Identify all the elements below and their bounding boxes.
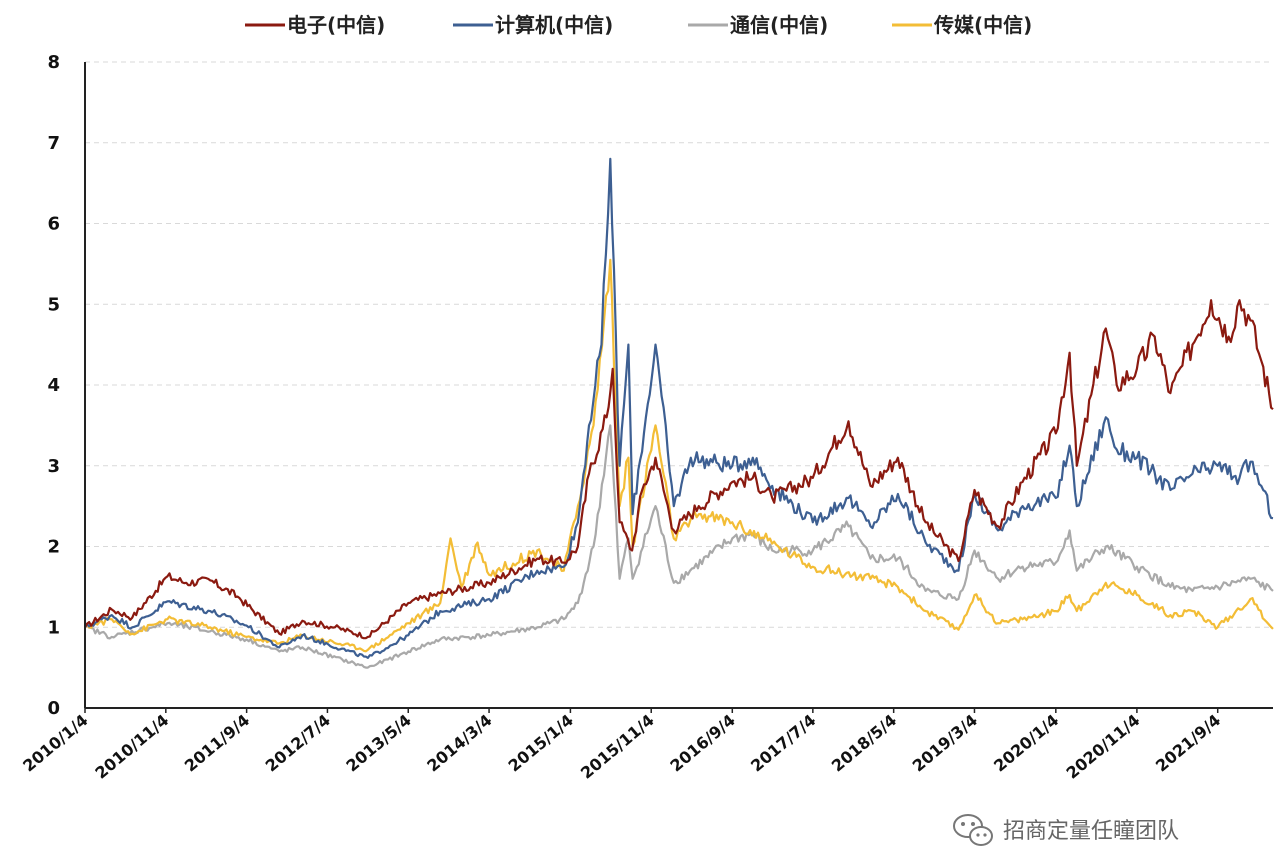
legend-label-2: 通信(中信) — [730, 13, 828, 37]
y-tick-label: 2 — [47, 537, 60, 558]
y-tick-label: 4 — [47, 375, 60, 396]
watermark-text: 招商定量任瞳团队 — [1003, 819, 1179, 844]
x-tick-label: 2015/11/4 — [577, 711, 658, 783]
y-tick-label: 7 — [47, 133, 60, 154]
x-tick-label: 2019/3/4 — [909, 711, 981, 776]
legend-label-1: 计算机(中信) — [495, 13, 613, 37]
x-tick-label: 2016/9/4 — [667, 711, 739, 776]
chart-gridlines — [85, 61, 1273, 628]
y-axis-ticks: 0 1 2 3 4 5 6 7 8 — [47, 52, 60, 719]
chart-axes — [84, 62, 1273, 709]
x-axis-ticks: 2010/1/4 2010/11/4 2011/9/4 2012/7/4 2013/5/… — [19, 708, 1224, 783]
x-tick-label: 2017/7/4 — [747, 711, 819, 776]
x-tick-label: 2020/11/4 — [1063, 711, 1144, 783]
x-tick-label: 2021/9/4 — [1152, 711, 1224, 776]
y-tick-label: 6 — [47, 214, 60, 235]
x-tick-label: 2020/1/4 — [990, 711, 1062, 776]
chart-legend: 电子(中信) 计算机(中信) 通信(中信) 传媒(中信) — [245, 13, 1032, 37]
series-line-1 — [84, 157, 1274, 659]
y-tick-label: 8 — [47, 52, 60, 73]
x-tick-label: 2018/5/4 — [828, 711, 900, 776]
series-line-2 — [84, 424, 1274, 669]
y-tick-label: 0 — [47, 698, 60, 719]
watermark: 招商定量任瞳团队 — [953, 814, 1179, 846]
x-tick-label: 2014/3/4 — [423, 711, 495, 776]
y-tick-label: 3 — [47, 456, 60, 477]
series-line-0 — [84, 299, 1274, 640]
x-tick-label: 2015/1/4 — [505, 711, 577, 776]
x-tick-label: 2011/9/4 — [181, 711, 253, 776]
x-tick-label: 2010/1/4 — [19, 711, 91, 776]
x-tick-label: 2012/7/4 — [262, 711, 334, 776]
chart-series — [84, 157, 1274, 669]
x-tick-label: 2010/11/4 — [92, 711, 173, 783]
y-tick-label: 1 — [47, 617, 60, 638]
y-tick-label: 5 — [47, 294, 60, 315]
legend-label-0: 电子(中信) — [287, 13, 385, 37]
x-tick-label: 2013/5/4 — [342, 711, 414, 776]
wechat-icon — [953, 814, 993, 846]
legend-label-3: 传媒(中信) — [933, 13, 1032, 37]
